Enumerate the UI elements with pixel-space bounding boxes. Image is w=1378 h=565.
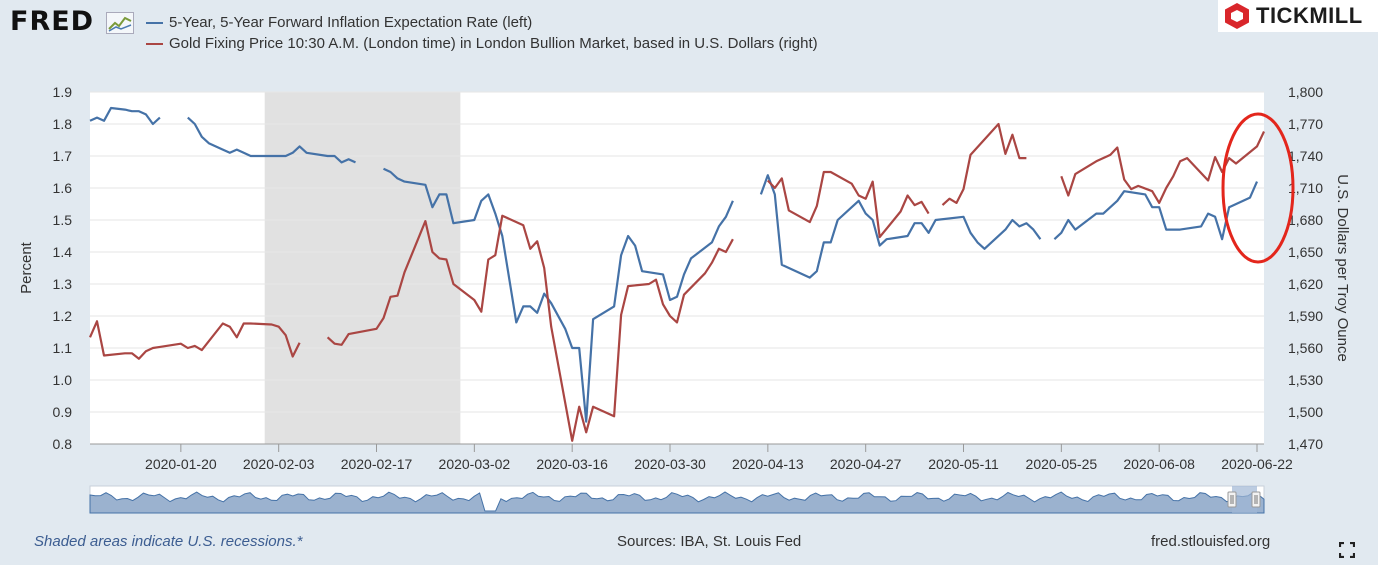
recession-note: Shaded areas indicate U.S. recessions.* <box>34 533 303 550</box>
x-tick-label: 2020-01-20 <box>145 456 217 472</box>
x-tick-label: 2020-05-11 <box>928 456 999 472</box>
y-right-tick-label: 1,470 <box>1288 436 1323 452</box>
chart-legend: 5-Year, 5-Year Forward Inflation Expecta… <box>146 12 818 54</box>
y-right-tick-label: 1,500 <box>1288 404 1323 420</box>
series-line-inflation <box>383 167 734 423</box>
tickmill-logo: TICKMILL <box>1218 0 1378 32</box>
sources-text: Sources: IBA, St. Louis Fed <box>617 533 802 550</box>
fred-chart-icon <box>106 12 134 34</box>
y-left-tick-label: 1.9 <box>53 84 73 100</box>
series-line-inflation <box>89 106 161 126</box>
y-right-tick-label: 1,620 <box>1288 276 1323 292</box>
legend-label-inflation: 5-Year, 5-Year Forward Inflation Expecta… <box>169 14 533 31</box>
series-line-gold <box>88 320 301 360</box>
y-right-tick-label: 1,770 <box>1288 116 1323 132</box>
y-right-tick-label: 1,710 <box>1288 180 1323 196</box>
y-left-tick-label: 1.4 <box>53 244 73 260</box>
y-left-tick-label: 1.6 <box>53 180 73 196</box>
x-tick-label: 2020-03-02 <box>439 456 511 472</box>
x-tick-label: 2020-06-22 <box>1221 456 1293 472</box>
legend-item-inflation[interactable]: 5-Year, 5-Year Forward Inflation Expecta… <box>146 12 818 33</box>
legend-label-gold: Gold Fixing Price 10:30 A.M. (London tim… <box>169 35 818 52</box>
y-left-tick-label: 1.7 <box>53 148 73 164</box>
x-tick-label: 2020-02-17 <box>341 456 413 472</box>
y-right-tick-label: 1,680 <box>1288 212 1323 228</box>
tickmill-hex-icon <box>1225 3 1249 29</box>
fullscreen-icon[interactable] <box>1338 541 1356 563</box>
series-line-gold <box>941 122 1027 206</box>
series-line-inflation <box>759 174 1042 279</box>
y-right-tick-label: 1,590 <box>1288 308 1323 324</box>
y-left-tick-label: 1.3 <box>53 276 73 292</box>
series-line-gold <box>326 214 734 442</box>
y-left-axis-label: Percent <box>18 241 35 294</box>
legend-item-gold[interactable]: Gold Fixing Price 10:30 A.M. (London tim… <box>146 33 818 54</box>
legend-swatch-gold <box>146 42 163 45</box>
series-line-inflation <box>187 116 356 164</box>
y-left-tick-label: 0.9 <box>53 404 73 420</box>
y-left-tick-label: 1.2 <box>53 308 73 324</box>
fred-logo[interactable]: FRED <box>10 6 95 37</box>
x-tick-label: 2020-03-16 <box>536 456 608 472</box>
y-right-tick-label: 1,650 <box>1288 244 1323 260</box>
x-tick-label: 2020-04-13 <box>732 456 804 472</box>
x-tick-label: 2020-05-25 <box>1026 456 1098 472</box>
x-tick-label: 2020-03-30 <box>634 456 706 472</box>
series-line-inflation <box>1053 181 1259 241</box>
y-right-tick-label: 1,800 <box>1288 84 1323 100</box>
y-left-tick-label: 1.0 <box>53 372 73 388</box>
fred-url-link[interactable]: fred.stlouisfed.org <box>1151 533 1271 550</box>
y-left-tick-label: 1.5 <box>53 212 73 228</box>
navigator-handle-left <box>1227 491 1237 508</box>
x-tick-label: 2020-06-08 <box>1123 456 1195 472</box>
series-line-gold <box>766 170 930 239</box>
navigator-series <box>89 491 1265 514</box>
y-right-tick-label: 1,560 <box>1288 340 1323 356</box>
x-tick-label: 2020-04-27 <box>830 456 902 472</box>
y-right-tick-label: 1,740 <box>1288 148 1323 164</box>
y-right-axis-label: U.S. Dollars per Troy Ounce <box>1334 174 1351 362</box>
y-left-tick-label: 1.8 <box>53 116 73 132</box>
highlight-circle <box>1221 112 1295 264</box>
y-left-tick-label: 0.8 <box>53 436 73 452</box>
navigator-handle-right <box>1251 491 1261 508</box>
x-tick-label: 2020-02-03 <box>243 456 315 472</box>
y-left-tick-label: 1.1 <box>53 340 73 356</box>
tickmill-brand: TICKMILL <box>1256 3 1363 28</box>
legend-swatch-inflation <box>146 21 163 24</box>
recession-shade <box>264 92 461 444</box>
y-right-tick-label: 1,530 <box>1288 372 1323 388</box>
